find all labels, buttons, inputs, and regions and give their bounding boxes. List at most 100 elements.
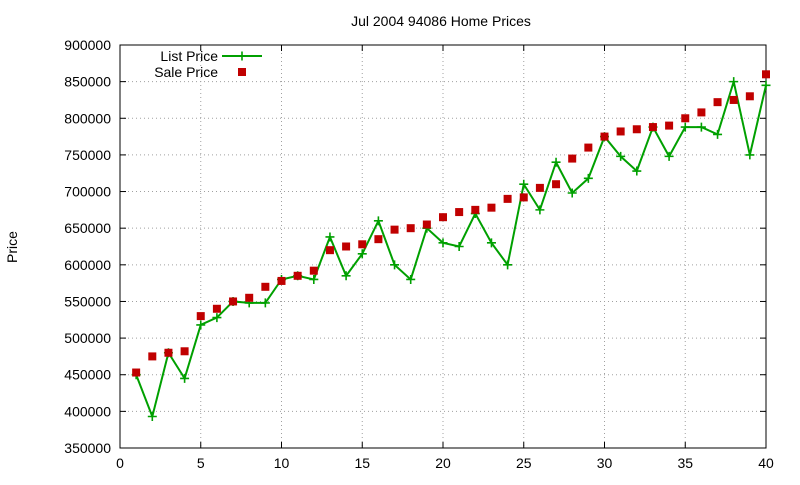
legend-swatch-marker bbox=[237, 51, 247, 61]
sale-price-point bbox=[229, 297, 238, 306]
y-tick-label: 850000 bbox=[64, 74, 111, 90]
sale-price-point bbox=[196, 312, 205, 321]
sale-price-point bbox=[697, 108, 706, 117]
sale-price-point bbox=[309, 266, 318, 275]
legend-label: List Price bbox=[160, 48, 218, 64]
list-price-line bbox=[135, 77, 767, 420]
list-price-point bbox=[551, 157, 561, 167]
sale-price-point bbox=[487, 203, 496, 212]
sale-price-point bbox=[180, 347, 189, 356]
sale-price-point bbox=[164, 348, 173, 357]
list-price-point bbox=[406, 274, 416, 284]
list-price-point bbox=[260, 298, 270, 308]
x-tick-label: 35 bbox=[677, 455, 693, 471]
sale-price-point bbox=[600, 132, 609, 141]
sale-price-point bbox=[713, 98, 722, 107]
x-tick-label: 0 bbox=[116, 455, 124, 471]
x-tick-label: 10 bbox=[274, 455, 290, 471]
x-tick-label: 20 bbox=[435, 455, 451, 471]
list-price-point bbox=[729, 77, 739, 87]
sale-price-point bbox=[277, 276, 286, 285]
sale-price-point bbox=[745, 92, 754, 101]
sale-price-point bbox=[552, 180, 561, 189]
sale-price-point bbox=[374, 235, 383, 244]
y-tick-label: 900000 bbox=[64, 37, 111, 53]
list-price-point bbox=[761, 80, 771, 90]
list-price-point bbox=[486, 238, 496, 248]
list-price-point bbox=[745, 150, 755, 160]
sale-price-point bbox=[535, 183, 544, 192]
list-price-point bbox=[212, 313, 222, 323]
x-tick-label: 5 bbox=[197, 455, 205, 471]
sale-price-point bbox=[342, 242, 351, 251]
y-tick-label: 550000 bbox=[64, 293, 111, 309]
sale-price-point bbox=[762, 70, 770, 79]
y-tick-label: 500000 bbox=[64, 330, 111, 346]
legend-label: Sale Price bbox=[154, 64, 218, 80]
sale-price-point bbox=[439, 213, 447, 222]
sale-price-point bbox=[616, 127, 625, 136]
y-tick-label: 350000 bbox=[64, 440, 111, 456]
y-tick-label: 800000 bbox=[64, 110, 111, 126]
list-price-point bbox=[583, 173, 593, 183]
y-tick-label: 400000 bbox=[64, 403, 111, 419]
sale-price-point bbox=[568, 154, 577, 163]
list-price-point bbox=[196, 320, 206, 330]
sale-price-point bbox=[584, 143, 593, 152]
list-price-point bbox=[567, 188, 577, 198]
sale-price-point bbox=[665, 121, 674, 130]
sale-price-point bbox=[132, 368, 141, 377]
list-price-point bbox=[325, 232, 335, 242]
sale-price-point bbox=[503, 194, 512, 203]
list-price-point bbox=[696, 122, 706, 132]
list-price-point bbox=[713, 129, 723, 139]
list-price-point bbox=[616, 151, 626, 161]
sale-price-point bbox=[632, 125, 641, 134]
axes: 0 5 10 15 20 25 30 35 40 350000 400000 450000 500000… bbox=[64, 37, 774, 471]
sale-price-point bbox=[212, 304, 221, 313]
x-tick-label: 15 bbox=[354, 455, 370, 471]
sale-price-point bbox=[648, 123, 657, 132]
y-tick-label: 750000 bbox=[64, 147, 111, 163]
y-tick-label: 450000 bbox=[64, 367, 111, 383]
y-tick-label: 600000 bbox=[64, 257, 111, 273]
sale-price-point bbox=[406, 224, 415, 233]
x-tick-label: 40 bbox=[758, 455, 774, 471]
list-price-point bbox=[454, 242, 464, 251]
list-price-point bbox=[341, 271, 351, 281]
list-price-point bbox=[390, 260, 400, 270]
list-price-point bbox=[357, 249, 367, 259]
sale-price-point bbox=[681, 114, 690, 123]
list-price-point bbox=[147, 411, 157, 421]
list-price-point bbox=[680, 122, 690, 132]
sale-price-point bbox=[519, 193, 528, 202]
list-price-point bbox=[373, 216, 383, 226]
legend-swatch-marker bbox=[238, 68, 246, 76]
y-tick-label: 700000 bbox=[64, 184, 111, 200]
series-sale-price bbox=[132, 70, 770, 377]
sale-price-point bbox=[422, 220, 431, 229]
sale-price-point bbox=[245, 293, 254, 302]
series-area bbox=[131, 70, 771, 421]
y-axis-label: Price bbox=[4, 231, 20, 263]
list-price-point bbox=[180, 373, 190, 383]
x-tick-label: 25 bbox=[516, 455, 532, 471]
sale-price-point bbox=[148, 352, 157, 361]
chart-title: Jul 2004 94086 Home Prices bbox=[351, 13, 531, 29]
list-price-point bbox=[309, 274, 319, 284]
sale-price-point bbox=[471, 205, 480, 214]
x-tick-label: 30 bbox=[597, 455, 613, 471]
sale-price-point bbox=[390, 225, 399, 234]
list-price-point bbox=[503, 260, 513, 270]
sale-price-point bbox=[293, 271, 302, 280]
list-price-point bbox=[519, 179, 529, 189]
sale-price-point bbox=[455, 208, 464, 217]
list-price-point bbox=[664, 151, 674, 161]
list-price-point bbox=[535, 205, 545, 215]
y-tick-label: 650000 bbox=[64, 220, 111, 236]
sale-price-point bbox=[729, 95, 738, 104]
list-price-point bbox=[438, 238, 448, 248]
